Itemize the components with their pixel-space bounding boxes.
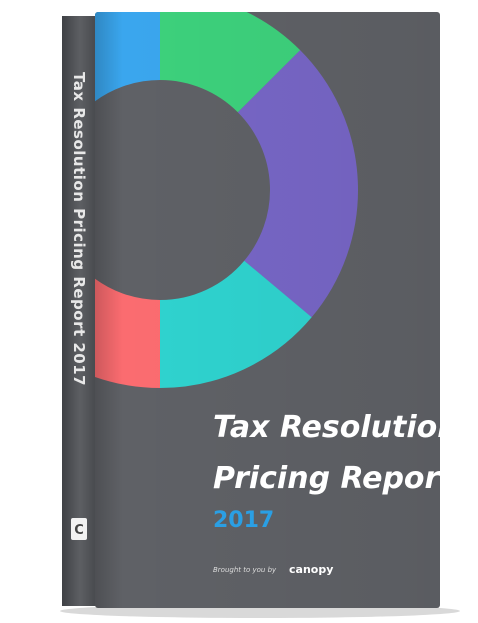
spine [62,16,98,606]
spine-title: Tax Resolution Pricing Report 2017 [70,72,88,386]
donut-graphic [95,12,440,608]
cover-title: Tax Resolution [213,410,459,445]
credit: Brought to you by [213,566,277,574]
cover-year: 2017 [213,508,274,533]
spine-logo-box [71,518,87,540]
brand: canopy [289,563,333,576]
spine-logo: C [74,523,84,538]
cover-title: Pricing Report [213,461,455,496]
cover-shade [95,12,440,608]
